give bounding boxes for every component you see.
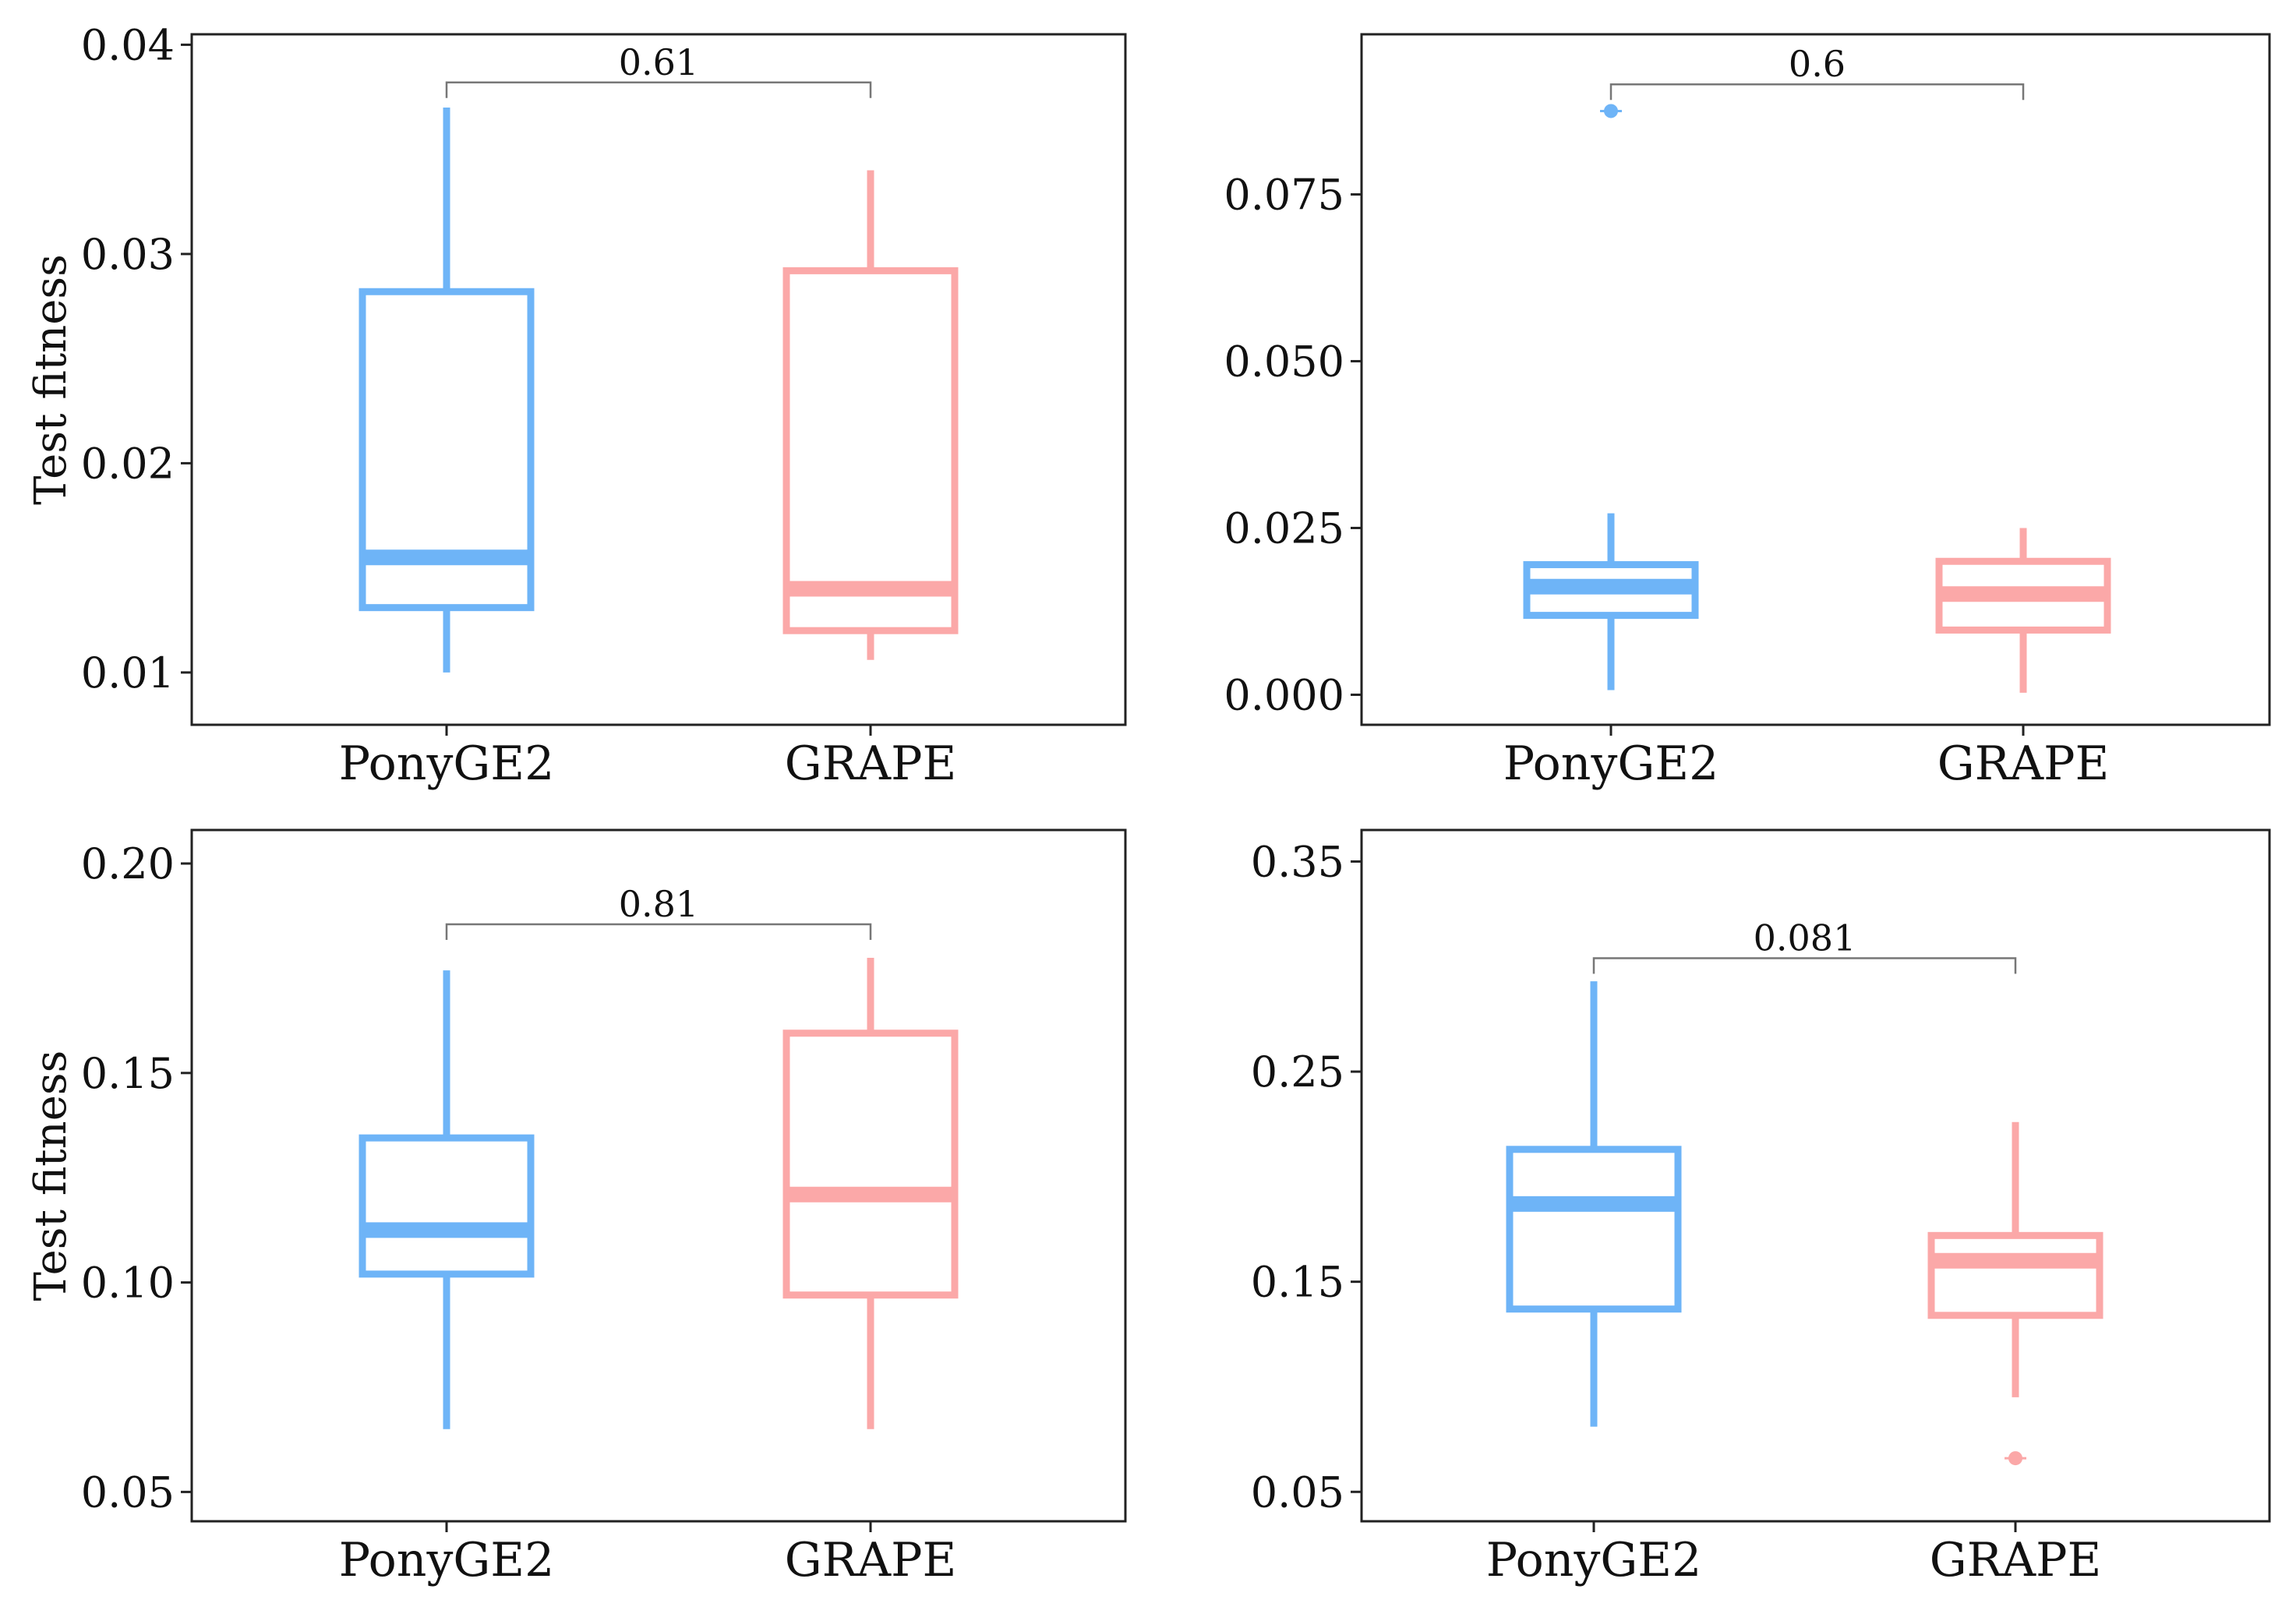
panel-bottom-right: 0.05 0.15 0.25 0.35 PonyGE2 GRAPE 0.081 [1251,828,2271,1588]
box-grape [782,1030,959,1299]
plot-frame [1360,828,2271,1523]
x-tick-label: PonyGE2 [1503,736,1719,791]
box-ponyge2 [359,1134,535,1278]
x-tick-label: GRAPE [785,736,957,791]
significance-bracket [1609,83,2025,101]
y-tick-label: 0.25 [1251,1047,1344,1097]
p-value-label: 0.61 [619,41,698,83]
x-tick-label: PonyGE2 [339,1533,555,1588]
box-grape [782,267,959,634]
panel-top-left: 0.01 0.02 0.03 0.04 PonyGE2 GRAPE Test fitness… [26,20,1127,791]
plot-frame [190,33,1127,726]
p-value-label: 0.081 [1754,917,1856,959]
y-tick-label: 0.01 [81,648,175,698]
y-tick-label: 0.050 [1224,337,1344,386]
y-tick-label: 0.35 [1251,837,1344,886]
significance-bracket [1592,957,2017,974]
y-tick-label: 0.15 [81,1049,175,1098]
panel-top-right: 0.000 0.025 0.050 0.075 PonyGE2 GRAPE 0.6 [1224,33,2271,791]
y-tick-label: 0.02 [81,439,175,488]
significance-bracket [445,81,872,98]
plot-frame [1360,33,2271,726]
x-tick-label: GRAPE [785,1533,957,1588]
y-tick-label: 0.20 [81,839,175,888]
y-tick-label: 0.03 [81,230,175,279]
x-tick-label: PonyGE2 [339,736,555,791]
plot-frame [190,828,1127,1523]
x-tick-label: PonyGE2 [1486,1533,1702,1588]
y-tick-label: 0.04 [81,20,175,69]
box-grape [1927,1231,2103,1319]
y-tick-label: 0.025 [1224,503,1344,553]
box-ponyge2 [1506,1146,1682,1313]
y-axis-title: Test fitness [26,1051,76,1301]
x-tick-label: GRAPE [1937,736,2110,791]
y-tick-label: 0.10 [81,1259,175,1308]
y-tick-label: 0.05 [81,1467,175,1517]
y-tick-label: 0.075 [1224,170,1344,219]
y-axis-title: Test fitness [26,254,76,505]
significance-bracket [445,923,872,940]
y-tick-label: 0.000 [1224,670,1344,719]
p-value-label: 0.81 [619,883,698,925]
panel-bottom-left: 0.05 0.10 0.15 0.20 PonyGE2 GRAPE Test fitness… [26,828,1127,1588]
p-value-label: 0.6 [1789,43,1846,85]
y-tick-label: 0.15 [1251,1258,1344,1307]
y-tick-label: 0.05 [1251,1467,1344,1517]
x-tick-label: GRAPE [1930,1533,2102,1588]
